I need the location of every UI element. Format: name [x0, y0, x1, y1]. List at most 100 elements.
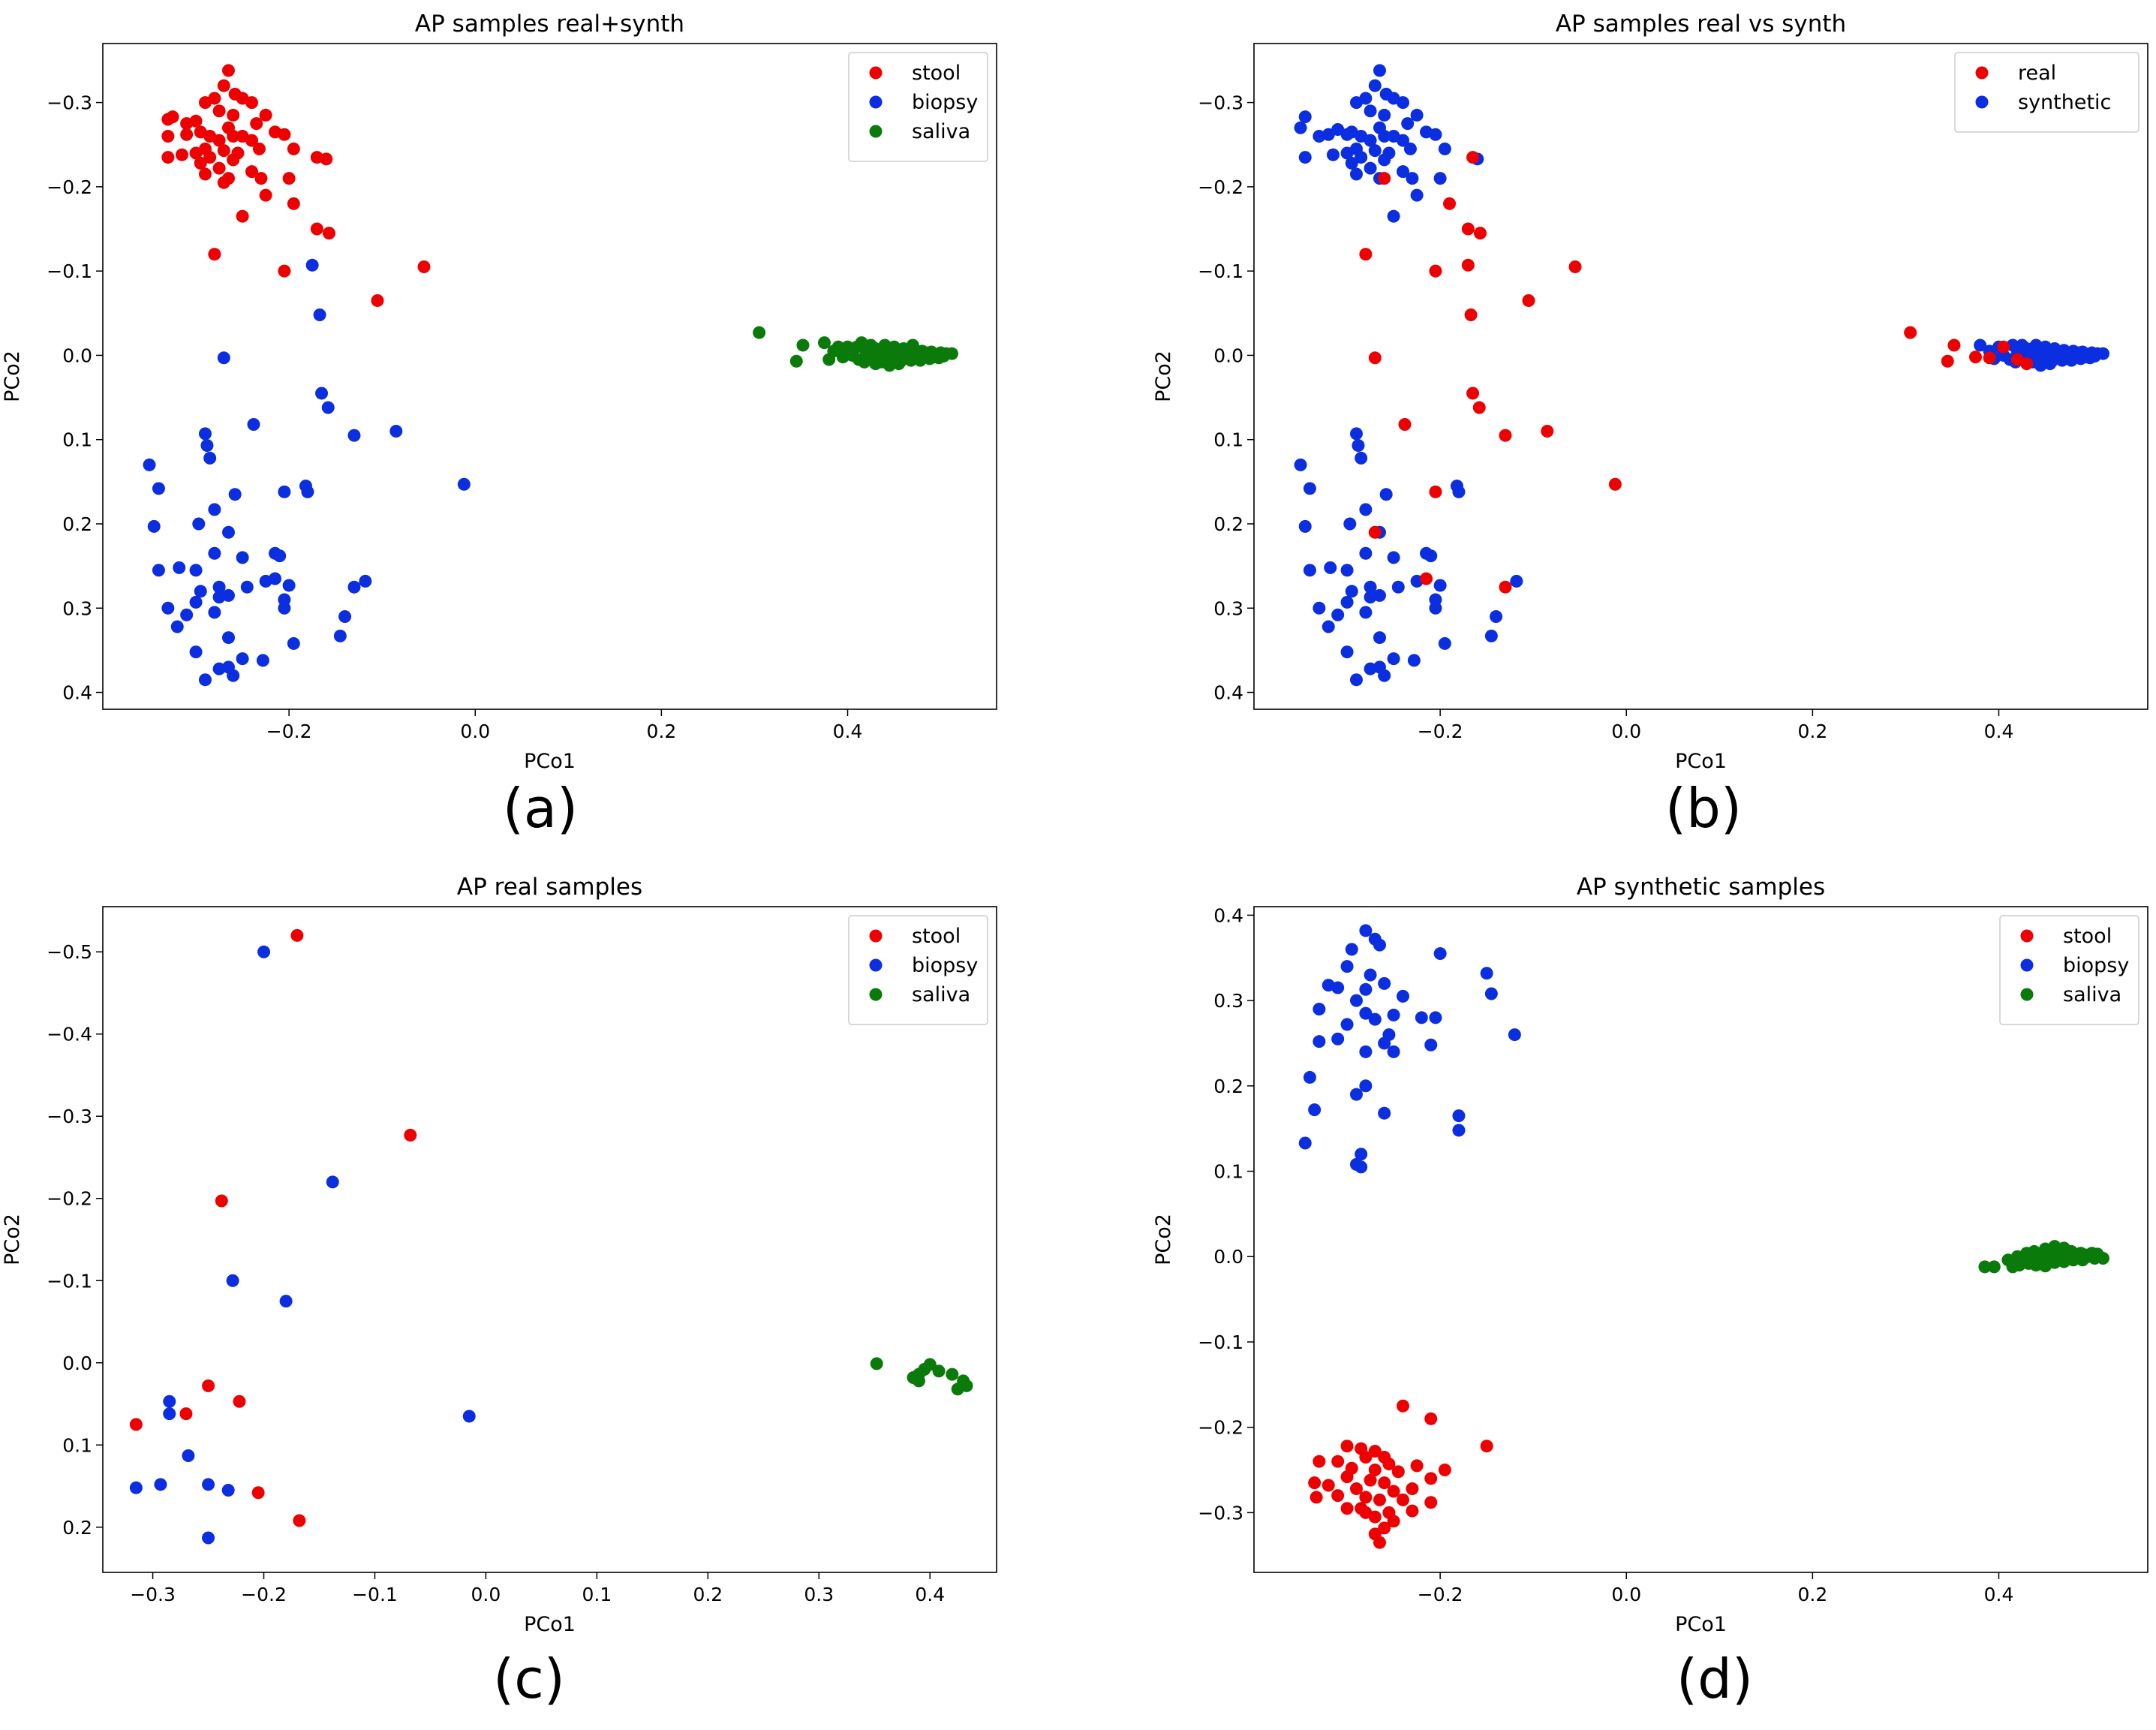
- data-point-synthetic: [1340, 146, 1354, 160]
- y-tick-label: 0.0: [1213, 344, 1243, 366]
- data-point-biopsy: [1340, 960, 1354, 973]
- data-point-synthetic: [1345, 585, 1358, 598]
- x-tick-label: −0.2: [1418, 721, 1463, 742]
- data-point-saliva: [2096, 1252, 2109, 1265]
- data-point-stool: [227, 153, 240, 167]
- data-point-stool: [1331, 1489, 1345, 1503]
- legend-box: [1999, 915, 2139, 1025]
- axes-frame: [1253, 906, 2148, 1573]
- y-tick-label: −0.2: [1198, 1417, 1243, 1439]
- x-tick-label: 0.4: [915, 1584, 945, 1605]
- data-point-stool: [221, 64, 235, 77]
- data-point-biopsy: [208, 503, 221, 516]
- data-point-biopsy: [313, 308, 326, 322]
- data-point-stool: [259, 108, 272, 122]
- data-point-synthetic: [1331, 123, 1345, 137]
- x-tick-label: 0.3: [804, 1584, 834, 1605]
- data-point-biopsy: [1484, 987, 1498, 1000]
- data-points: [129, 928, 973, 1545]
- data-point-biopsy: [221, 525, 235, 539]
- x-tick-label: −0.2: [1418, 1584, 1463, 1605]
- data-point-real: [1473, 227, 1487, 240]
- legend-label-stool: stool: [912, 925, 961, 948]
- chart-title: AP samples real+synth: [415, 11, 684, 38]
- chart-panel-a: −0.2 0.0 0.2 0.4 −0.3 −0.2 −0.1 0.0 0.1 0.2 0.3 0.4…: [1, 11, 997, 840]
- data-point-synthetic: [1303, 482, 1316, 495]
- data-point-real: [2020, 357, 2034, 371]
- y-tick-label: 0.3: [1213, 990, 1243, 1012]
- data-point-synthetic: [1410, 108, 1424, 122]
- legend-marker-stool: [2020, 929, 2034, 943]
- panel-caption: (d): [1676, 1647, 1753, 1710]
- data-point-synthetic: [1401, 117, 1415, 131]
- data-point-synthetic: [1359, 546, 1373, 560]
- data-point-synthetic: [1429, 601, 1442, 615]
- data-point-synthetic: [1303, 564, 1316, 577]
- data-point-synthetic: [1373, 64, 1386, 77]
- y-tick-label: −0.1: [47, 1270, 92, 1292]
- data-point-stool: [179, 1407, 193, 1421]
- data-point-synthetic: [1349, 167, 1363, 181]
- data-point-biopsy: [161, 601, 175, 615]
- data-point-synthetic: [1407, 654, 1421, 667]
- data-point-stool: [189, 146, 203, 160]
- legend-marker-biopsy: [2020, 958, 2034, 972]
- data-point-real: [1541, 424, 1554, 438]
- data-point-synthetic: [1379, 488, 1393, 501]
- data-point-stool: [290, 928, 304, 942]
- data-point-biopsy: [1359, 1045, 1373, 1058]
- x-tick-label: 0.2: [1797, 721, 1827, 742]
- data-point-stool: [404, 1128, 417, 1142]
- x-tick-label: −0.1: [352, 1584, 398, 1605]
- data-point-synthetic: [1349, 96, 1363, 110]
- data-point-stool: [180, 117, 194, 131]
- data-point-biopsy: [180, 608, 194, 621]
- data-point-stool: [1424, 1496, 1438, 1509]
- data-point-stool: [417, 260, 431, 274]
- panel-caption: (b): [1665, 777, 1742, 840]
- data-point-saliva: [869, 357, 883, 371]
- data-point-stool: [233, 1395, 246, 1408]
- data-point-biopsy: [326, 1175, 339, 1189]
- data-point-saliva: [796, 338, 810, 352]
- data-point-biopsy: [278, 601, 291, 615]
- data-point-real: [1359, 248, 1373, 261]
- data-point-real: [1461, 258, 1475, 272]
- data-point-biopsy: [221, 1483, 235, 1497]
- data-point-real: [1466, 151, 1480, 164]
- data-point-biopsy: [1345, 943, 1358, 956]
- data-point-real: [1420, 572, 1433, 585]
- data-point-saliva: [817, 336, 831, 350]
- data-point-stool: [278, 264, 291, 278]
- y-tick-label: −0.2: [47, 1188, 92, 1210]
- data-point-saliva: [932, 1364, 946, 1378]
- data-point-biopsy: [198, 427, 212, 441]
- data-point-synthetic: [1433, 579, 1447, 592]
- data-point-synthetic: [1364, 580, 1377, 594]
- data-point-stool: [180, 128, 194, 141]
- data-point-synthetic: [1340, 645, 1354, 659]
- data-point-biopsy: [282, 579, 296, 592]
- data-point-biopsy: [189, 564, 203, 577]
- data-point-biopsy: [143, 458, 156, 471]
- data-point-biopsy: [212, 662, 226, 675]
- legend-label-synthetic: synthetic: [2018, 91, 2111, 114]
- y-tick-label: −0.3: [1198, 92, 1243, 114]
- y-axis-label: PCo2: [1, 351, 24, 402]
- data-point-saliva: [960, 1379, 973, 1392]
- data-point-real: [1398, 417, 1412, 431]
- data-point-stool: [1480, 1440, 1493, 1453]
- data-point-synthetic: [1364, 104, 1377, 118]
- data-point-stool: [212, 104, 226, 118]
- y-tick-label: −0.2: [1198, 176, 1243, 198]
- data-point-synthetic: [1387, 209, 1400, 223]
- data-point-stool: [251, 1486, 265, 1500]
- legend: stool biopsy saliva: [848, 52, 988, 162]
- legend-marker-synthetic: [1975, 95, 1989, 109]
- data-point-synthetic: [1510, 574, 1523, 588]
- data-point-synthetic: [1397, 134, 1409, 147]
- data-point-real: [1499, 580, 1512, 594]
- x-tick-label: −0.2: [266, 721, 312, 742]
- data-point-stool: [1359, 1491, 1373, 1504]
